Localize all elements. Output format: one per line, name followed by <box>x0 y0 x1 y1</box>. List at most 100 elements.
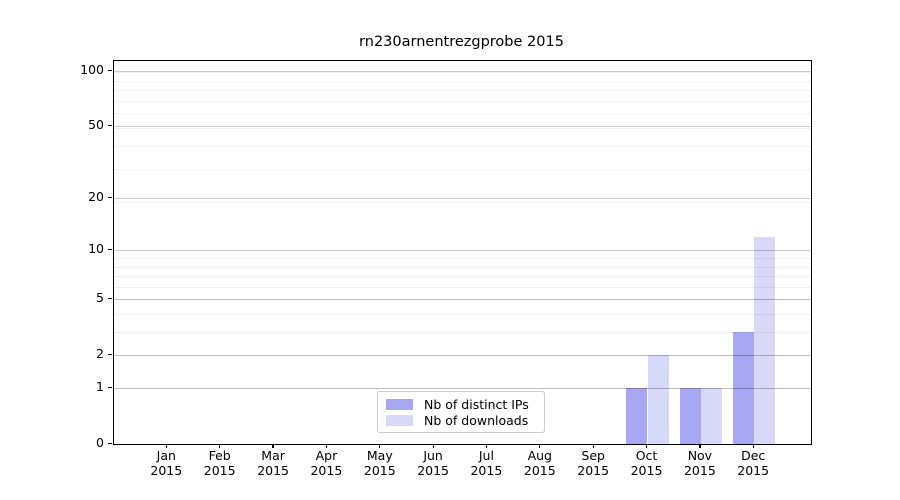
y-axis-tick <box>108 124 112 127</box>
x-tick-month: Feb <box>208 448 231 463</box>
x-tick-year: 2015 <box>577 463 610 478</box>
minor-gridline <box>114 100 811 102</box>
x-axis-tick <box>219 444 221 448</box>
x-tick-year: 2015 <box>523 463 556 478</box>
x-axis-tick <box>272 444 274 448</box>
y-tick-label: 2 <box>96 346 104 362</box>
bar-downloads <box>700 388 723 444</box>
minor-gridline <box>114 286 811 288</box>
x-tick-label: Aug 2015 <box>505 448 575 478</box>
y-tick-label: 20 <box>88 189 104 205</box>
y-tick-label: 0 <box>96 435 104 450</box>
minor-gridline <box>114 332 811 333</box>
major-gridline <box>114 71 811 73</box>
bar-downloads <box>754 236 776 444</box>
x-axis-tick <box>325 444 328 448</box>
y-axis-tick <box>108 353 112 356</box>
x-axis-tick <box>379 444 381 448</box>
y-axis-tick <box>108 248 112 251</box>
major-gridline <box>114 355 811 357</box>
major-gridline <box>114 198 811 200</box>
y-tick-label: 50 <box>88 117 104 133</box>
major-gridline <box>114 388 811 389</box>
x-tick-year: 2015 <box>310 463 343 478</box>
minor-gridline <box>114 355 811 357</box>
y-axis-tick <box>108 442 112 444</box>
major-gridline <box>114 126 811 128</box>
y-tick-label: 100 <box>80 62 104 78</box>
x-tick-month: Apr <box>315 448 338 463</box>
legend: Nb of distinct IPs Nb of downloads <box>377 391 545 433</box>
major-gridline <box>114 250 811 252</box>
x-tick-month: Sep <box>581 448 605 463</box>
x-tick-year: 2015 <box>203 463 236 478</box>
x-tick-label: Nov 2015 <box>665 448 735 478</box>
x-tick-label: Jul 2015 <box>451 448 521 478</box>
x-tick-label: Sep 2015 <box>558 448 628 478</box>
x-tick-year: 2015 <box>363 463 396 478</box>
bar-distinct-ips <box>732 332 755 444</box>
x-tick-label: Apr 2015 <box>291 448 361 478</box>
x-tick-year: 2015 <box>417 463 449 478</box>
y-tick-label: 10 <box>88 241 104 257</box>
x-tick-year: 2015 <box>630 463 663 478</box>
x-tick-month: Oct <box>635 448 658 463</box>
x-tick-label: Jan 2015 <box>131 448 201 478</box>
x-tick-month: Dec <box>741 448 766 463</box>
y-axis-tick <box>108 297 112 300</box>
minor-gridline <box>114 276 811 277</box>
y-tick-label: 5 <box>96 290 104 306</box>
bar-distinct-ips <box>626 388 648 444</box>
x-tick-month: Jul <box>478 448 494 463</box>
y-axis-tick <box>108 196 112 198</box>
x-tick-year: 2015 <box>257 463 289 478</box>
minor-gridline <box>114 266 811 268</box>
x-tick-label: Mar 2015 <box>238 448 308 478</box>
y-axis-tick <box>108 69 112 71</box>
minor-gridline <box>114 314 811 315</box>
minor-gridline <box>114 169 811 171</box>
x-tick-label: Oct 2015 <box>612 448 682 478</box>
x-tick-year: 2015 <box>150 463 183 478</box>
legend-item: Nb of distinct IPs <box>386 396 536 412</box>
minor-gridline <box>114 113 811 115</box>
x-axis-tick <box>539 444 541 448</box>
minor-gridline <box>114 80 811 82</box>
x-tick-month: Mar <box>261 448 285 463</box>
x-tick-year: 2015 <box>470 463 503 478</box>
legend-label: Nb of downloads <box>424 412 529 428</box>
bar-distinct-ips <box>679 388 701 444</box>
minor-gridline <box>114 388 811 389</box>
minor-gridline <box>114 128 811 129</box>
x-tick-label: May 2015 <box>345 448 415 478</box>
x-tick-year: 2015 <box>737 463 770 478</box>
x-axis-tick <box>165 444 168 448</box>
minor-gridline <box>114 258 811 259</box>
y-tick-label: 1 <box>96 379 104 394</box>
legend-swatch-icon <box>386 414 413 426</box>
bar-downloads <box>647 355 669 444</box>
chart-title: rn230arnentrezgprobe 2015 <box>359 34 564 50</box>
x-tick-month: Jan <box>156 448 176 463</box>
plot-area <box>113 60 812 445</box>
x-axis-tick <box>699 444 701 448</box>
minor-gridline <box>114 72 811 73</box>
x-tick-month: Nov <box>687 448 713 463</box>
x-tick-label: Jun 2015 <box>398 448 468 478</box>
legend-item: Nb of downloads <box>386 412 536 428</box>
minor-gridline <box>114 299 811 301</box>
minor-gridline <box>114 146 811 147</box>
legend-label: Nb of distinct IPs <box>424 396 529 412</box>
legend-swatch-icon <box>386 398 413 410</box>
y-axis-tick <box>108 386 112 388</box>
x-axis-tick <box>432 444 434 448</box>
x-tick-month: Jun <box>423 448 443 463</box>
x-axis-tick <box>592 444 594 448</box>
x-axis-tick <box>752 444 754 448</box>
x-tick-year: 2015 <box>683 463 716 478</box>
minor-gridline <box>114 202 811 203</box>
x-axis-tick <box>485 444 488 448</box>
x-tick-label: Dec 2015 <box>718 448 788 478</box>
x-tick-month: May <box>366 448 393 463</box>
